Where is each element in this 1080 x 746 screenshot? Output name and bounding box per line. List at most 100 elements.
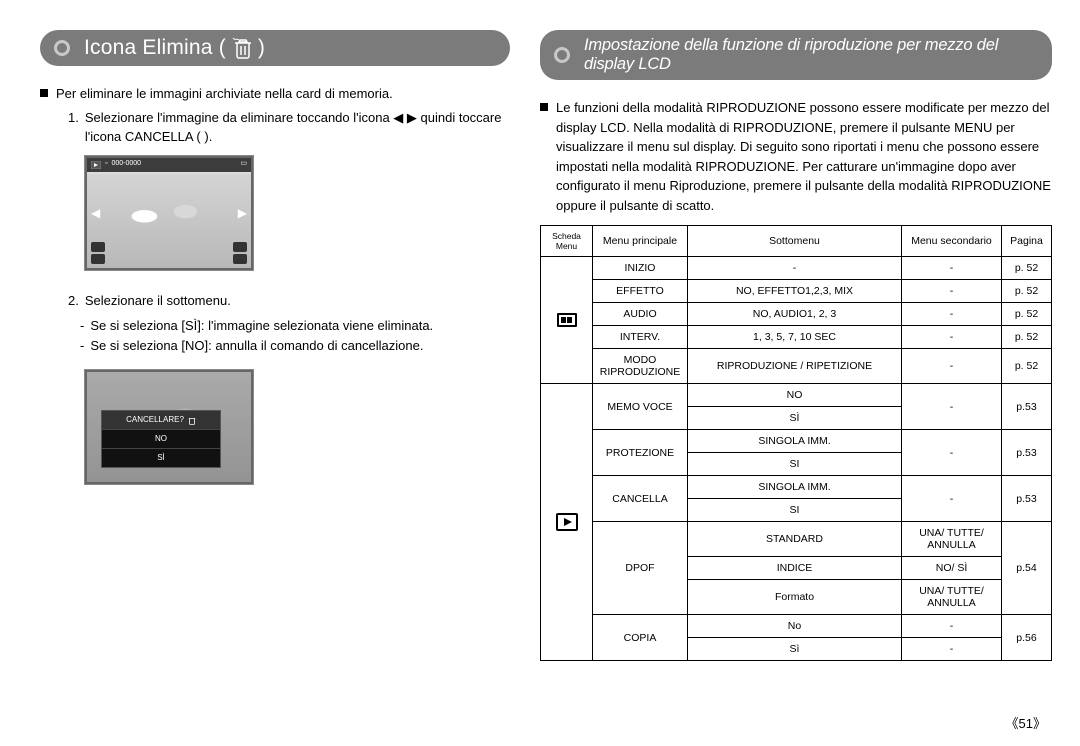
cell-main: INIZIO bbox=[593, 257, 688, 280]
step-2-text: Selezionare il sottomenu. bbox=[85, 291, 231, 311]
table-row: COPIA No - p.56 bbox=[541, 615, 1052, 638]
col-pagina: Pagina bbox=[1002, 226, 1052, 257]
page-number: 《51》 bbox=[1006, 713, 1046, 732]
cell-sub: INDICE bbox=[688, 557, 902, 580]
cell-main: COPIA bbox=[593, 615, 688, 661]
play-icon bbox=[91, 161, 101, 169]
col-sottomenu: Sottomenu bbox=[688, 226, 902, 257]
cell-sub: SI bbox=[688, 499, 902, 522]
step-1-number: 1. bbox=[68, 108, 79, 147]
screenshot-thumbnail-2: CANCELLARE? NO SÌ bbox=[84, 369, 254, 485]
cell-sec: - bbox=[902, 638, 1002, 661]
step-2a-text: Se si seleziona [SÌ]: l'immagine selezio… bbox=[90, 316, 433, 336]
right-section-title: Impostazione della funzione di riproduzi… bbox=[540, 30, 1052, 80]
cell-main: PROTEZIONE bbox=[593, 430, 688, 476]
bullet-square-icon bbox=[40, 89, 48, 97]
cell-sub: SINGOLA IMM. bbox=[688, 430, 902, 453]
cell-page: p. 52 bbox=[1002, 257, 1052, 280]
pill-left-close: ) bbox=[258, 36, 265, 60]
cell-sec: UNA/ TUTTE/ ANNULLA bbox=[902, 522, 1002, 557]
col-secondario: Menu secondario bbox=[902, 226, 1002, 257]
dash-icon: - bbox=[80, 336, 84, 356]
thumb-counter: 000-0000 bbox=[111, 159, 141, 170]
cell-sec: - bbox=[902, 476, 1002, 522]
trash-icon bbox=[188, 416, 196, 425]
cell-page: p.53 bbox=[1002, 384, 1052, 430]
trash-icon bbox=[232, 37, 254, 59]
cell-main: AUDIO bbox=[593, 303, 688, 326]
table-row: INTERV. 1, 3, 5, 7, 10 SEC - p. 52 bbox=[541, 326, 1052, 349]
cell-sub: NO, EFFETTO1,2,3, MIX bbox=[688, 280, 902, 303]
step-1-text: Selezionare l'immagine da eliminare tocc… bbox=[85, 108, 510, 147]
step-2-number: 2. bbox=[68, 291, 79, 311]
cell-main: CANCELLA bbox=[593, 476, 688, 522]
cell-sub: SI bbox=[688, 453, 902, 476]
cell-sub: - bbox=[688, 257, 902, 280]
screenshot-thumbnail-1: ▫ 000-0000 ▭ ◀ ▶ bbox=[84, 155, 254, 271]
table-header-row: Scheda Menu Menu principale Sottomenu Me… bbox=[541, 226, 1052, 257]
cell-sub: NO, AUDIO1, 2, 3 bbox=[688, 303, 902, 326]
cell-page: p.53 bbox=[1002, 476, 1052, 522]
dialog-option-no: NO bbox=[102, 429, 220, 448]
cell-sub: SINGOLA IMM. bbox=[688, 476, 902, 499]
cell-page: p.56 bbox=[1002, 615, 1052, 661]
cell-sec: - bbox=[902, 615, 1002, 638]
cell-main: MODO RIPRODUZIONE bbox=[593, 349, 688, 384]
table-row: EFFETTO NO, EFFETTO1,2,3, MIX - p. 52 bbox=[541, 280, 1052, 303]
bullet-square-icon bbox=[540, 103, 548, 111]
cell-page: p. 52 bbox=[1002, 349, 1052, 384]
cell-main: DPOF bbox=[593, 522, 688, 615]
table-row: MODO RIPRODUZIONE RIPRODUZIONE / RIPETIZ… bbox=[541, 349, 1052, 384]
intro-text: Per eliminare le immagini archiviate nel… bbox=[56, 84, 393, 104]
cell-sub: SÌ bbox=[688, 407, 902, 430]
cell-page: p.54 bbox=[1002, 522, 1052, 615]
left-section-title: Icona Elimina ( ) bbox=[40, 30, 510, 66]
table-row: CANCELLA SINGOLA IMM. - p.53 bbox=[541, 476, 1052, 499]
cell-sec: - bbox=[902, 280, 1002, 303]
cell-sub: NO bbox=[688, 384, 902, 407]
left-column: Icona Elimina ( ) Per eliminare le immag… bbox=[40, 30, 510, 661]
cell-sub: STANDARD bbox=[688, 522, 902, 557]
table-row: AUDIO NO, AUDIO1, 2, 3 - p. 52 bbox=[541, 303, 1052, 326]
step-2b-text: Se si seleziona [NO]: annulla il comando… bbox=[90, 336, 423, 356]
cell-page: p. 52 bbox=[1002, 303, 1052, 326]
delete-dialog: CANCELLARE? NO SÌ bbox=[101, 410, 221, 468]
cell-main: INTERV. bbox=[593, 326, 688, 349]
cell-sec: - bbox=[902, 326, 1002, 349]
cell-sub: Formato bbox=[688, 580, 902, 615]
cell-page: p. 52 bbox=[1002, 280, 1052, 303]
dialog-option-si: SÌ bbox=[102, 448, 220, 467]
cell-sec: - bbox=[902, 349, 1002, 384]
pill-right-text: Impostazione della funzione di riproduzi… bbox=[584, 36, 1032, 74]
cell-main: MEMO VOCE bbox=[593, 384, 688, 430]
menu-effect-icons bbox=[91, 242, 105, 264]
cell-main: EFFETTO bbox=[593, 280, 688, 303]
left-body: Per eliminare le immagini archiviate nel… bbox=[40, 84, 510, 485]
cell-sub: 1, 3, 5, 7, 10 SEC bbox=[688, 326, 902, 349]
arrow-left-icon: ◀ bbox=[91, 204, 100, 222]
cell-page: p.53 bbox=[1002, 430, 1052, 476]
cell-sec: - bbox=[902, 430, 1002, 476]
table-row: INIZIO - - p. 52 bbox=[541, 257, 1052, 280]
playback-tab-icon bbox=[541, 384, 593, 661]
cell-sub: RIPRODUZIONE / RIPETIZIONE bbox=[688, 349, 902, 384]
cell-sub: Sì bbox=[688, 638, 902, 661]
dash-icon: - bbox=[80, 316, 84, 336]
table-row: MEMO VOCE NO - p.53 bbox=[541, 384, 1052, 407]
right-column: Impostazione della funzione di riproduzi… bbox=[540, 30, 1052, 661]
col-principale: Menu principale bbox=[593, 226, 688, 257]
pill-left-text: Icona Elimina ( bbox=[84, 36, 226, 60]
dialog-title: CANCELLARE? bbox=[126, 414, 184, 426]
cell-page: p. 52 bbox=[1002, 326, 1052, 349]
menu-table: Scheda Menu Menu principale Sottomenu Me… bbox=[540, 225, 1052, 661]
slideshow-tab-icon bbox=[541, 257, 593, 384]
cell-sec: UNA/ TUTTE/ ANNULLA bbox=[902, 580, 1002, 615]
table-row: DPOF STANDARD UNA/ TUTTE/ ANNULLA p.54 bbox=[541, 522, 1052, 557]
photo-placeholder bbox=[87, 174, 251, 268]
arrow-right-icon: ▶ bbox=[238, 204, 247, 222]
cell-sub: No bbox=[688, 615, 902, 638]
right-intro-text: Le funzioni della modalità RIPRODUZIONE … bbox=[556, 98, 1052, 215]
side-icons bbox=[233, 242, 247, 264]
cell-sec: - bbox=[902, 384, 1002, 430]
col-scheda: Scheda Menu bbox=[541, 226, 593, 257]
